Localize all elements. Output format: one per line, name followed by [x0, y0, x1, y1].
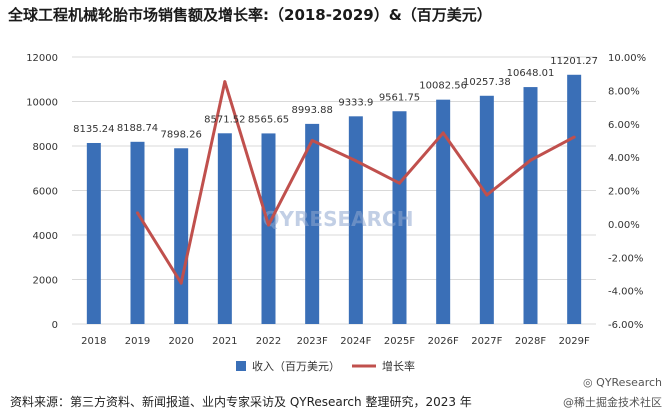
growth-point [179, 281, 183, 285]
bar-data-label: 10648.01 [507, 68, 555, 79]
bar [130, 141, 145, 324]
growth-point [572, 135, 576, 139]
y-right-tick-label: 2.00% [608, 187, 640, 198]
bar [86, 142, 101, 324]
source-note: 资料来源：第三方资料、新闻报道、业内专家采访及 QYResearch 整理研究，… [10, 395, 472, 409]
bar-data-label: 7898.26 [160, 129, 201, 140]
bar-data-label: 9561.75 [379, 92, 420, 103]
bar [174, 148, 189, 324]
bar-data-label: 8565.65 [248, 114, 289, 125]
bar [567, 74, 582, 324]
bar-data-label: 8571.52 [204, 114, 245, 125]
y-right-tick-label: -4.00% [608, 287, 643, 298]
bar [392, 111, 407, 324]
growth-point [223, 80, 227, 84]
y-left-tick-label: 2000 [33, 276, 58, 287]
bar [348, 116, 363, 324]
growth-point [354, 159, 358, 163]
y-right-tick-label: 0.00% [608, 220, 640, 231]
watermark-icon: ◎ [583, 376, 597, 389]
legend-label-growth: 增长率 [382, 359, 415, 373]
watermark-brand-text: QYResearch [596, 376, 662, 389]
bar [436, 99, 451, 324]
x-tick-label: 2026F [428, 336, 459, 347]
x-tick-label: 2018 [81, 336, 106, 347]
y-left-tick-label: 0 [52, 320, 58, 331]
y-right-tick-label: 4.00% [608, 153, 640, 164]
chart-title: 全球工程机械轮胎市场销售额及增长率:（2018-2029）&（百万美元） [8, 6, 492, 24]
x-tick-label: 2027F [471, 336, 502, 347]
bar [479, 95, 494, 325]
x-tick-label: 2022 [256, 336, 281, 347]
growth-point [529, 158, 532, 162]
bar [305, 123, 320, 324]
bar-data-label: 11201.27 [550, 56, 598, 67]
legend-label-revenue: 收入（百万美元） [252, 359, 340, 373]
bar [523, 87, 538, 324]
bar [261, 133, 276, 324]
watermark-brand: ◎ QYResearch [583, 376, 662, 390]
bar-data-label: 10082.56 [419, 81, 467, 92]
growth-point [398, 181, 401, 185]
y-left-tick-label: 4000 [33, 231, 58, 242]
y-left-tick-label: 12000 [26, 53, 58, 64]
bar [217, 133, 232, 324]
legend-swatch-bar [236, 361, 246, 371]
growth-point [441, 131, 445, 135]
watermark-logo: QYRESEARCH [263, 207, 414, 231]
growth-point [136, 211, 139, 215]
x-tick-label: 2020 [168, 336, 193, 347]
bar-data-label: 10257.38 [463, 77, 511, 88]
y-left-tick-label: 8000 [33, 142, 58, 153]
bar-data-label: 8135.24 [73, 124, 114, 135]
x-tick-label: 2029F [559, 336, 590, 347]
x-tick-label: 2023F [297, 336, 328, 347]
y-right-tick-label: 10.00% [608, 53, 646, 64]
x-tick-label: 2019 [125, 336, 150, 347]
x-tick-label: 2021 [212, 336, 237, 347]
y-right-tick-label: 6.00% [608, 120, 640, 131]
y-right-tick-label: -2.00% [608, 253, 643, 264]
watermark-community: @稀土掘金技术社区 [563, 396, 662, 409]
x-tick-label: 2025F [384, 336, 415, 347]
y-right-tick-label: -6.00% [608, 320, 643, 331]
y-right-tick-label: 8.00% [608, 86, 640, 97]
bar-data-label: 8188.74 [117, 123, 158, 134]
bar-data-label: 9333.9 [338, 97, 373, 108]
y-left-tick-label: 10000 [26, 98, 58, 109]
x-tick-label: 2028F [515, 336, 546, 347]
x-tick-label: 2024F [340, 336, 371, 347]
bar-data-label: 8993.88 [291, 105, 332, 116]
growth-point [267, 223, 270, 227]
y-left-tick-label: 6000 [33, 187, 58, 198]
growth-point [310, 138, 314, 142]
growth-point [485, 193, 489, 197]
